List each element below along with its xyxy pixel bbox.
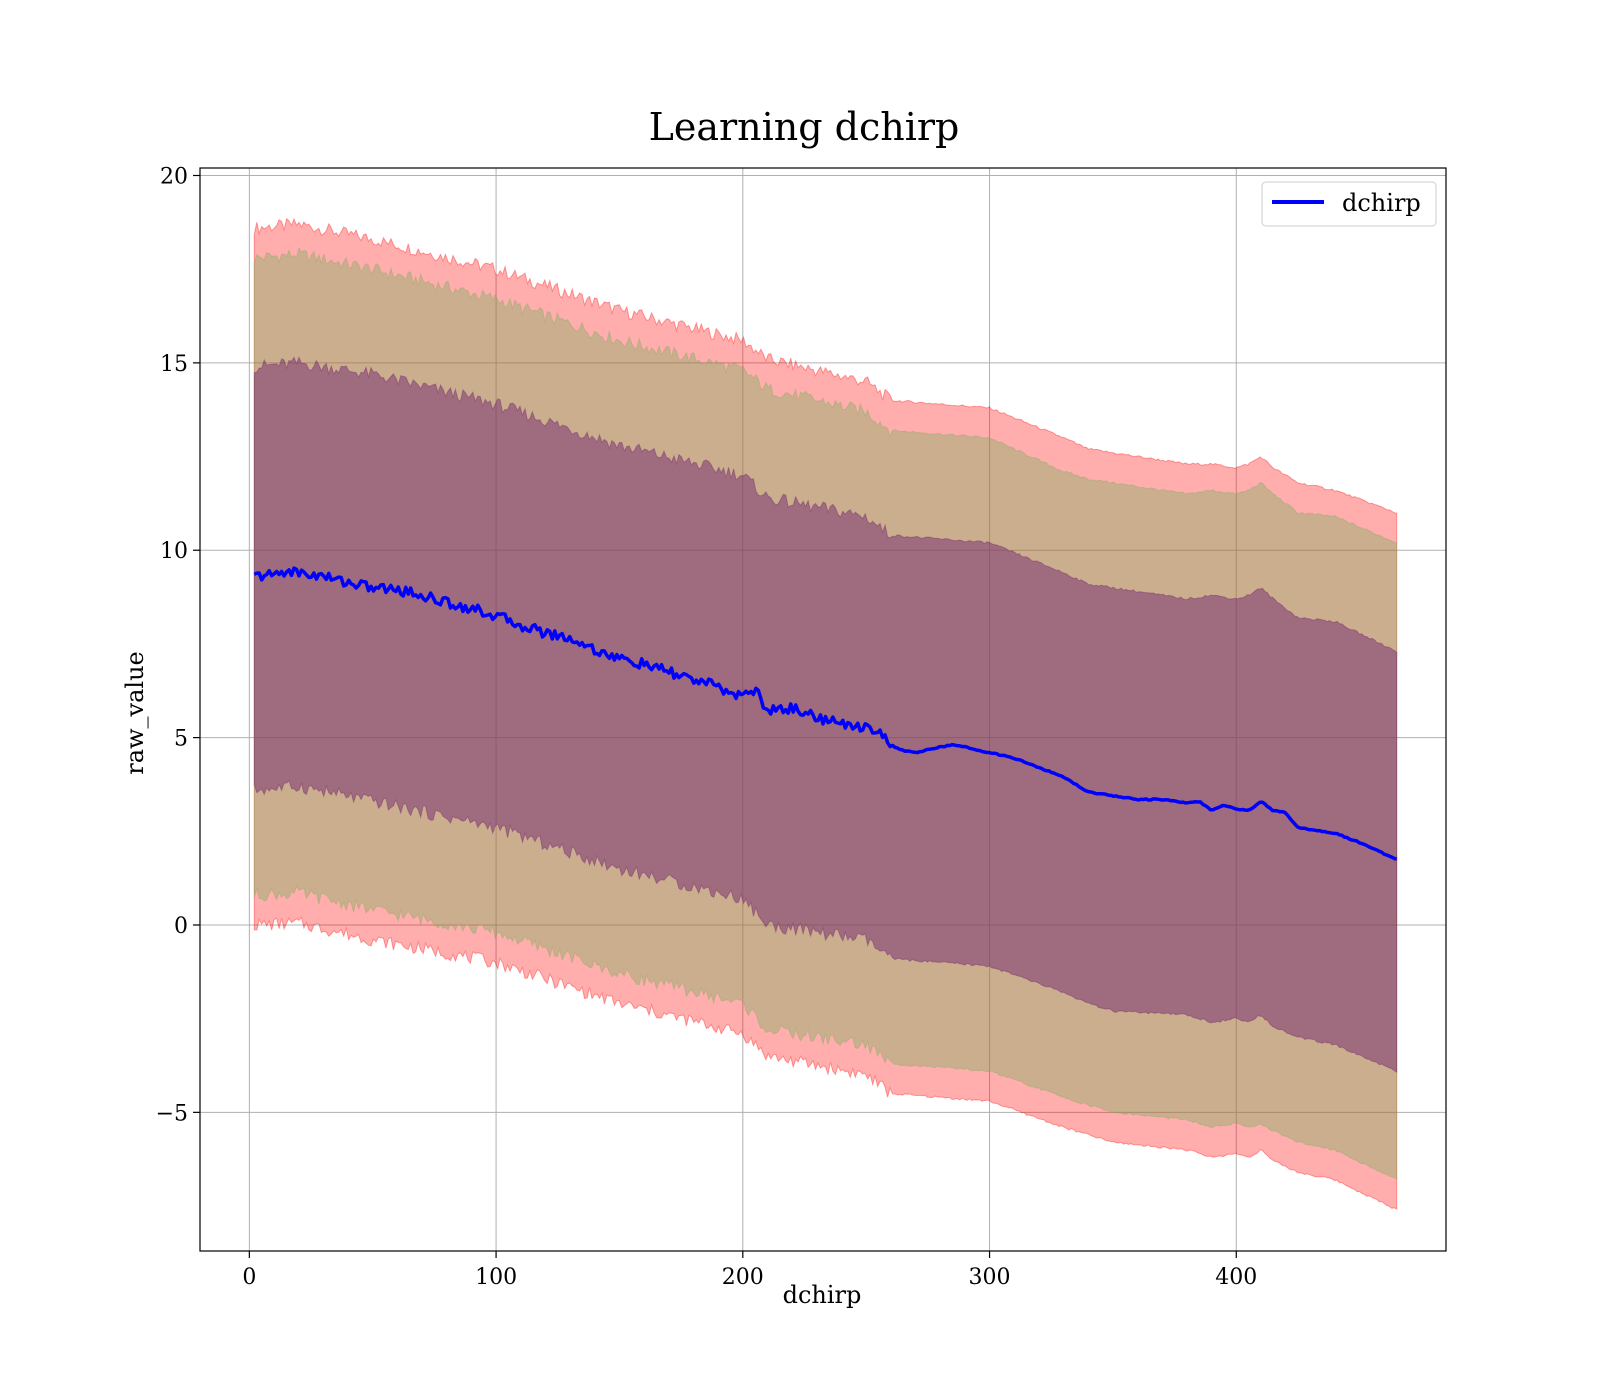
legend-label-dchirp: dchirp [1342,189,1421,217]
series-line-dchirp [253,566,1398,861]
grid-lines [200,168,1446,1251]
y-tick-label: 20 [160,164,188,189]
series-lines [253,566,1398,861]
legend: dchirp [1261,181,1437,227]
y-axis-label: raw_value [121,651,149,775]
y-tick-label: 15 [160,352,188,377]
y-tick-label: 5 [174,727,188,752]
x-tick-label: 0 [242,1265,256,1290]
y-axis-ticks: −5 0 5 10 15 20 [156,164,200,1126]
x-axis-ticks: 0 100 200 300 400 [242,1251,1257,1290]
legend-box [1261,181,1437,227]
x-tick-label: 200 [722,1265,764,1290]
confidence-band [253,217,1398,1210]
y-tick-label: −5 [156,1101,188,1126]
chart-title: Learning dchirp [649,105,960,149]
x-tick-label: 100 [475,1265,517,1290]
y-tick-label: 10 [160,539,188,564]
x-axis-label: dchirp [783,1281,862,1309]
y-tick-label: 0 [174,914,188,939]
x-tick-label: 300 [969,1265,1011,1290]
plot-frame [199,167,1447,1252]
x-tick-label: 400 [1215,1265,1257,1290]
confidence-band [253,246,1398,1180]
confidence-band [253,355,1398,1073]
confidence-bands [253,217,1398,1210]
